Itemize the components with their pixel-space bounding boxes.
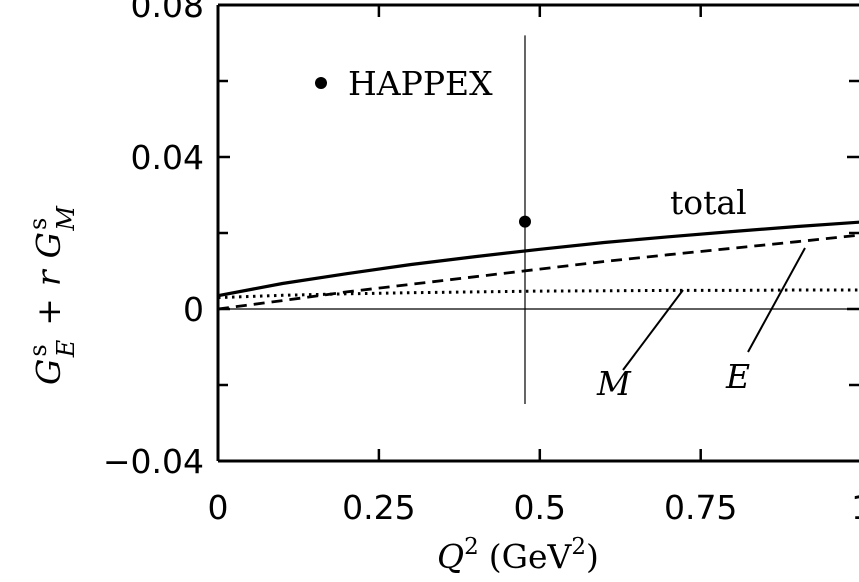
annotation-total: total bbox=[670, 183, 747, 222]
y-tick-label: 0.04 bbox=[131, 138, 204, 177]
plot-frame bbox=[216, 3, 859, 463]
x-label-var-sup: 2 bbox=[464, 534, 479, 560]
y-label-plus: + bbox=[29, 298, 68, 326]
series-line-total bbox=[217, 220, 859, 298]
series-line-m bbox=[217, 288, 859, 300]
data-point-group bbox=[518, 35, 531, 404]
x-label-var: Q bbox=[437, 537, 464, 576]
y-label-r: r bbox=[29, 268, 68, 286]
x-label-unit-close: ) bbox=[586, 537, 599, 576]
x-label-unit-sup: 2 bbox=[571, 534, 586, 560]
x-tick-label: 1 bbox=[851, 488, 859, 527]
x-tick-label: 0.5 bbox=[514, 488, 566, 527]
y-label-g1-sub: E bbox=[52, 339, 80, 358]
series-line-e bbox=[217, 233, 859, 311]
x-label-unit-open: (GeV bbox=[489, 537, 573, 576]
annotations: total M E bbox=[596, 183, 806, 403]
y-axis-label: GsE+rGsM bbox=[24, 205, 80, 385]
x-axis-label: Q2 (GeV2) bbox=[437, 534, 599, 576]
y-label-g2: G bbox=[29, 232, 68, 258]
legend-marker bbox=[315, 77, 327, 89]
y-label-g2-sub: M bbox=[52, 205, 80, 232]
y-tick-label: 0.08 bbox=[131, 0, 204, 25]
legend-label: HAPPEX bbox=[348, 64, 493, 103]
annotation-m: M bbox=[596, 364, 632, 403]
x-tick-label: 0.75 bbox=[664, 488, 737, 527]
data-point-happex bbox=[518, 215, 531, 228]
y-label-g1-sup: s bbox=[24, 344, 52, 356]
y-label-g1: G bbox=[29, 359, 68, 385]
annotation-e: E bbox=[725, 357, 750, 396]
legend: HAPPEX bbox=[315, 64, 493, 103]
x-tick-label: 0 bbox=[208, 488, 229, 527]
x-tick-label: 0.25 bbox=[342, 488, 415, 527]
y-tick-label: 0 bbox=[183, 290, 204, 329]
annotation-m-leader bbox=[622, 289, 684, 371]
y-tick-label: −0.04 bbox=[103, 442, 204, 481]
y-label-g2-sup: s bbox=[24, 218, 52, 230]
annotation-e-leader bbox=[747, 247, 806, 353]
series-group bbox=[217, 220, 859, 311]
axis-ticks bbox=[216, 3, 859, 463]
